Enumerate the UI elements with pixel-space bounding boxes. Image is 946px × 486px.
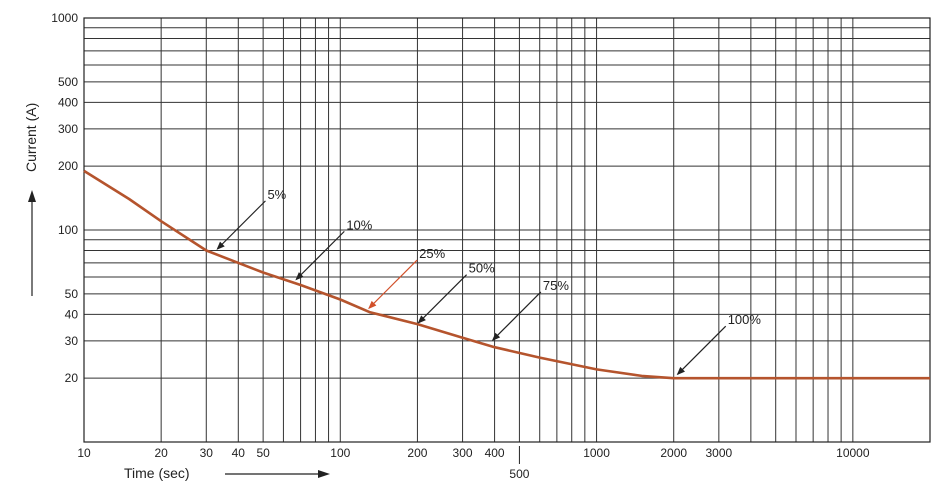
x-tick-label: 300	[453, 446, 473, 460]
annotation-label: 100%	[728, 312, 762, 327]
y-axis-title: Current (A)	[23, 103, 39, 172]
y-tick-label: 1000	[51, 11, 78, 25]
x-tick-label: 2000	[660, 446, 687, 460]
x-tick-label: 3000	[705, 446, 732, 460]
x-tick-label: 50	[256, 446, 270, 460]
y-tick-label: 50	[65, 287, 79, 301]
x-tick-label: 10	[77, 446, 91, 460]
plot-frame	[83, 17, 931, 443]
curve-layer	[83, 169, 930, 380]
tick-labels: 20 30 40 50 100 200 300 400 500 1000 10 20 30 40 50 100…	[51, 11, 870, 481]
annotation-arrowhead	[491, 332, 501, 341]
y-tick-label: 300	[58, 122, 78, 136]
x-tick-label: 200	[407, 446, 427, 460]
annotation-arrow	[368, 259, 418, 309]
annotation-label: 25%	[419, 246, 445, 261]
annotation-arrowhead	[368, 300, 377, 310]
y-axis-arrow	[28, 190, 36, 296]
series-line	[83, 169, 930, 380]
annotation: 25%	[368, 246, 446, 310]
x-tick-label: 40	[232, 446, 246, 460]
x-tick-label: 100	[330, 446, 350, 460]
y-tick-label: 30	[65, 334, 79, 348]
annotation-label: 5%	[267, 187, 286, 202]
annotation-layer: 5% 10% 25% 50% 75% 100%	[216, 187, 762, 376]
annotation-arrow	[217, 200, 266, 250]
grid	[83, 17, 931, 443]
annotation: 10%	[295, 217, 373, 281]
y-tick-label: 40	[65, 307, 79, 321]
annotation-arrow	[492, 291, 542, 341]
annotation-label: 10%	[346, 217, 372, 232]
annotation-label: 50%	[469, 261, 495, 276]
annotation-arrowhead	[417, 315, 426, 324]
annotation-label: 75%	[543, 278, 569, 293]
annotation-arrowhead	[676, 366, 685, 376]
y-tick-label: 400	[58, 95, 78, 109]
annotation-arrowhead	[216, 241, 225, 250]
x-tick-label: 500	[509, 467, 529, 481]
annotation: 50%	[417, 261, 495, 324]
annotation: 5%	[216, 187, 287, 250]
x-tick-label: 1000	[583, 446, 610, 460]
y-tick-label: 100	[58, 223, 78, 237]
annotation-arrow	[295, 230, 345, 280]
x-tick-label: 20	[154, 446, 168, 460]
y-tick-label: 500	[58, 75, 78, 89]
annotation-arrow	[677, 325, 727, 375]
x-tick-label: 10000	[836, 446, 870, 460]
annotation-arrowhead	[295, 272, 304, 281]
annotation: 100%	[676, 312, 762, 376]
annotation-arrow	[418, 274, 468, 324]
y-tick-label: 20	[65, 371, 79, 385]
x-tick-label: 30	[200, 446, 214, 460]
y-tick-label: 200	[58, 159, 78, 173]
x-axis-arrow	[225, 470, 330, 478]
annotation: 75%	[491, 278, 569, 341]
x-axis-title: Time (sec)	[124, 465, 190, 481]
x-tick-label: 400	[485, 446, 505, 460]
